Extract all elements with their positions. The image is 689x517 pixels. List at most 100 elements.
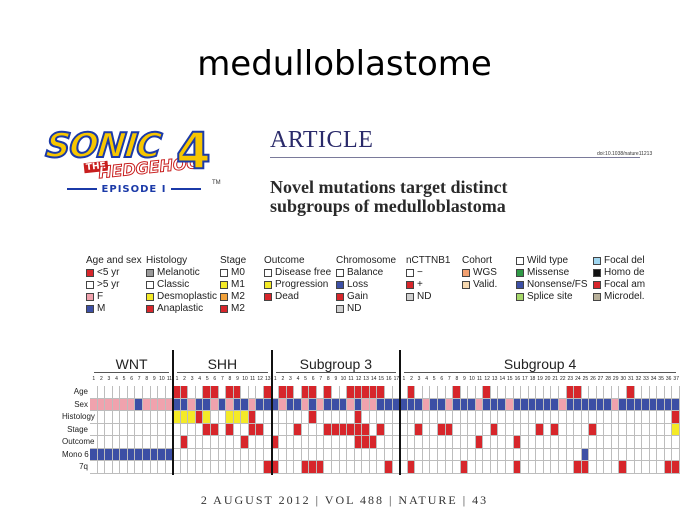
heatmap-cell: [468, 448, 476, 461]
sample-number: 13: [491, 376, 498, 382]
heatmap-cell: [498, 461, 507, 474]
sample-number: 13: [363, 376, 369, 382]
legend-group-title: Age and sex: [86, 255, 142, 266]
heatmap-cell: [619, 386, 628, 399]
sample-number: 16: [386, 376, 392, 382]
sample-number: 5: [205, 376, 209, 382]
heatmap-cell: [112, 448, 121, 461]
heatmap-cell: [158, 386, 166, 399]
heatmap-cell: [415, 423, 423, 436]
heatmap-cell: [362, 423, 370, 436]
heatmap-cell: [226, 436, 234, 449]
heatmap-cell: [377, 386, 385, 399]
heatmap-cell: [415, 448, 423, 461]
heatmap-cell: [483, 411, 491, 424]
heatmap-cell: [415, 386, 423, 399]
heatmap-cell: [339, 386, 348, 399]
heatmap-cell: [536, 423, 544, 436]
heatmap-cell: [407, 398, 416, 411]
legend-swatch: [593, 293, 601, 301]
heatmap-cell: [362, 411, 370, 424]
sample-number: 8: [228, 376, 232, 382]
heatmap-cell: [226, 448, 234, 461]
heatmap-cell: [218, 398, 227, 411]
heatmap-cell: [528, 411, 537, 424]
heatmap-cell: [498, 386, 507, 399]
heatmap-cell: [445, 461, 454, 474]
heatmap-cell: [672, 448, 680, 461]
heatmap-cell: [142, 398, 151, 411]
sample-number: 14: [499, 376, 506, 382]
heatmap-cell: [672, 398, 680, 411]
heatmap-cell: [112, 398, 121, 411]
legend-item-label: Missense: [527, 267, 570, 278]
legend-item-label: Desmoplastic: [157, 291, 218, 302]
heatmap-cell: [551, 423, 559, 436]
sample-number: 7: [319, 376, 323, 382]
heatmap-cell: [377, 398, 385, 411]
heatmap-cell: [400, 436, 408, 449]
sonic-hedgehog-4-logo: SONIC THE HEDGEHOG 4 EPISODE I TM: [43, 121, 224, 206]
heatmap-cell: [672, 423, 680, 436]
heatmap-cell: [301, 461, 310, 474]
heatmap-cell: [558, 398, 567, 411]
legend-item: WGS: [462, 267, 497, 279]
heatmap-cell: [468, 398, 476, 411]
heatmap-cell: [203, 386, 212, 399]
heatmap-cell: [90, 398, 98, 411]
legend-item: Nonsense/FS: [516, 279, 588, 291]
legend-swatch: [462, 269, 470, 277]
heatmap-cell: [642, 398, 650, 411]
page-footer: 2 AUGUST 2012 | VOL 488 | NATURE | 43: [200, 493, 489, 507]
heatmap-cell: [672, 436, 680, 449]
heatmap-cell: [551, 448, 559, 461]
heatmap-cell: [173, 423, 181, 436]
heatmap-cell: [453, 461, 461, 474]
article-label: ARTICLE: [270, 127, 374, 153]
heatmap-cell: [233, 423, 242, 436]
heatmap-cell: [105, 448, 113, 461]
heatmap-cell: [536, 411, 544, 424]
legend-swatch: [146, 305, 154, 313]
heatmap-cell: [475, 411, 484, 424]
legend-item: Classic: [146, 279, 217, 291]
heatmap-cell: [354, 461, 363, 474]
heatmap-cell: [294, 423, 302, 436]
heatmap-cell: [611, 461, 620, 474]
heatmap-cell: [105, 423, 113, 436]
heatmap-cell: [468, 461, 476, 474]
legend-item: ND: [406, 291, 450, 303]
heatmap-cell: [490, 398, 499, 411]
heatmap-cell: [415, 461, 423, 474]
heatmap-cell: [180, 423, 189, 436]
heatmap-cell: [513, 436, 522, 449]
sample-number: 7: [137, 376, 141, 382]
heatmap-cell: [354, 423, 363, 436]
legend-group-title: Cohort: [462, 255, 493, 266]
legend-swatch: [220, 269, 228, 277]
heatmap-cell: [475, 398, 484, 411]
heatmap-cell: [445, 398, 454, 411]
legend-item-label: Progression: [275, 279, 329, 290]
sample-number: 4: [296, 376, 300, 382]
heatmap-row-label: Outcome: [62, 437, 95, 446]
heatmap-cell: [105, 411, 113, 424]
heatmap-cell: [657, 386, 665, 399]
heatmap-row-label: Age: [73, 387, 88, 396]
sample-number: 4: [198, 376, 202, 382]
heatmap-cell: [581, 436, 590, 449]
legend-item: Disease free: [264, 267, 331, 279]
heatmap-cell: [611, 398, 620, 411]
heatmap-cell: [430, 436, 438, 449]
heatmap-cell: [483, 398, 491, 411]
legend-swatch: [86, 305, 94, 313]
heatmap-cell: [90, 448, 98, 461]
heatmap-cell: [135, 411, 143, 424]
heatmap-cell: [604, 461, 612, 474]
legend-item-label: Valid.: [473, 279, 498, 290]
heatmap-cell: [324, 386, 333, 399]
heatmap-cell: [400, 448, 408, 461]
heatmap-group-label: SHH: [207, 356, 238, 372]
sample-number: 1: [273, 376, 277, 382]
heatmap-cell: [407, 448, 416, 461]
